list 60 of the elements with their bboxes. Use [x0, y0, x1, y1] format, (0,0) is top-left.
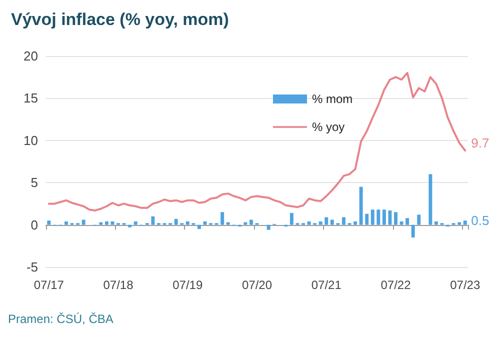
annotation: 9.7 [471, 135, 490, 150]
annotation: 0.5 [471, 213, 490, 228]
bar [128, 224, 132, 228]
bar [365, 214, 369, 225]
bar [370, 210, 374, 225]
x-tick-label: 07/23 [450, 278, 480, 292]
bar [400, 221, 404, 225]
bar [324, 217, 328, 225]
bar [406, 218, 410, 225]
x-tick-label: 07/20 [242, 278, 272, 292]
x-tick-label: 07/17 [34, 278, 64, 292]
line-series [48, 72, 466, 212]
bar [104, 221, 108, 225]
bar [318, 221, 322, 225]
bar [376, 210, 380, 225]
chart-title: Vývoj inflace (% yoy, mom) [11, 10, 229, 29]
bar [220, 212, 224, 225]
bar [330, 220, 334, 225]
y-tick-label: 5 [30, 175, 38, 190]
bar [382, 210, 386, 225]
bar [47, 220, 51, 225]
bar [417, 214, 421, 225]
bar [186, 221, 190, 225]
bar [110, 221, 114, 225]
bar [342, 217, 346, 225]
text: Pramen: ČSÚ, ČBA [8, 312, 114, 326]
bar [354, 221, 358, 225]
bar [203, 221, 207, 225]
bar [463, 220, 467, 225]
bar [134, 221, 138, 225]
bar [266, 224, 270, 230]
bar [197, 224, 201, 230]
legend-label: % mom [312, 92, 353, 106]
legend-label: % yoy [312, 120, 345, 134]
bar [359, 186, 363, 225]
bar [434, 221, 438, 225]
bar [428, 174, 432, 225]
bar [82, 220, 86, 225]
y-tick-label: -5 [26, 260, 38, 274]
x-tick-label: 07/22 [380, 278, 412, 292]
y-tick-label: 10 [24, 132, 38, 148]
y-tick-label: 15 [24, 90, 38, 106]
bar [290, 212, 294, 225]
x-tick-label: 07/18 [103, 278, 134, 292]
bar [244, 222, 248, 225]
bar [458, 222, 462, 225]
y-tick-label: 0 [30, 217, 38, 232]
x-tick-label: 07/19 [172, 278, 203, 292]
bar [174, 218, 178, 225]
bar [99, 222, 103, 225]
bar [249, 220, 253, 225]
bar [151, 216, 155, 225]
bar [64, 221, 68, 225]
bar [226, 222, 230, 225]
x-tick-label: 07/21 [311, 278, 342, 292]
bar [307, 221, 311, 225]
bar [388, 210, 392, 225]
y-tick-label: 20 [24, 48, 38, 64]
bar [411, 224, 415, 238]
bar [394, 212, 398, 225]
